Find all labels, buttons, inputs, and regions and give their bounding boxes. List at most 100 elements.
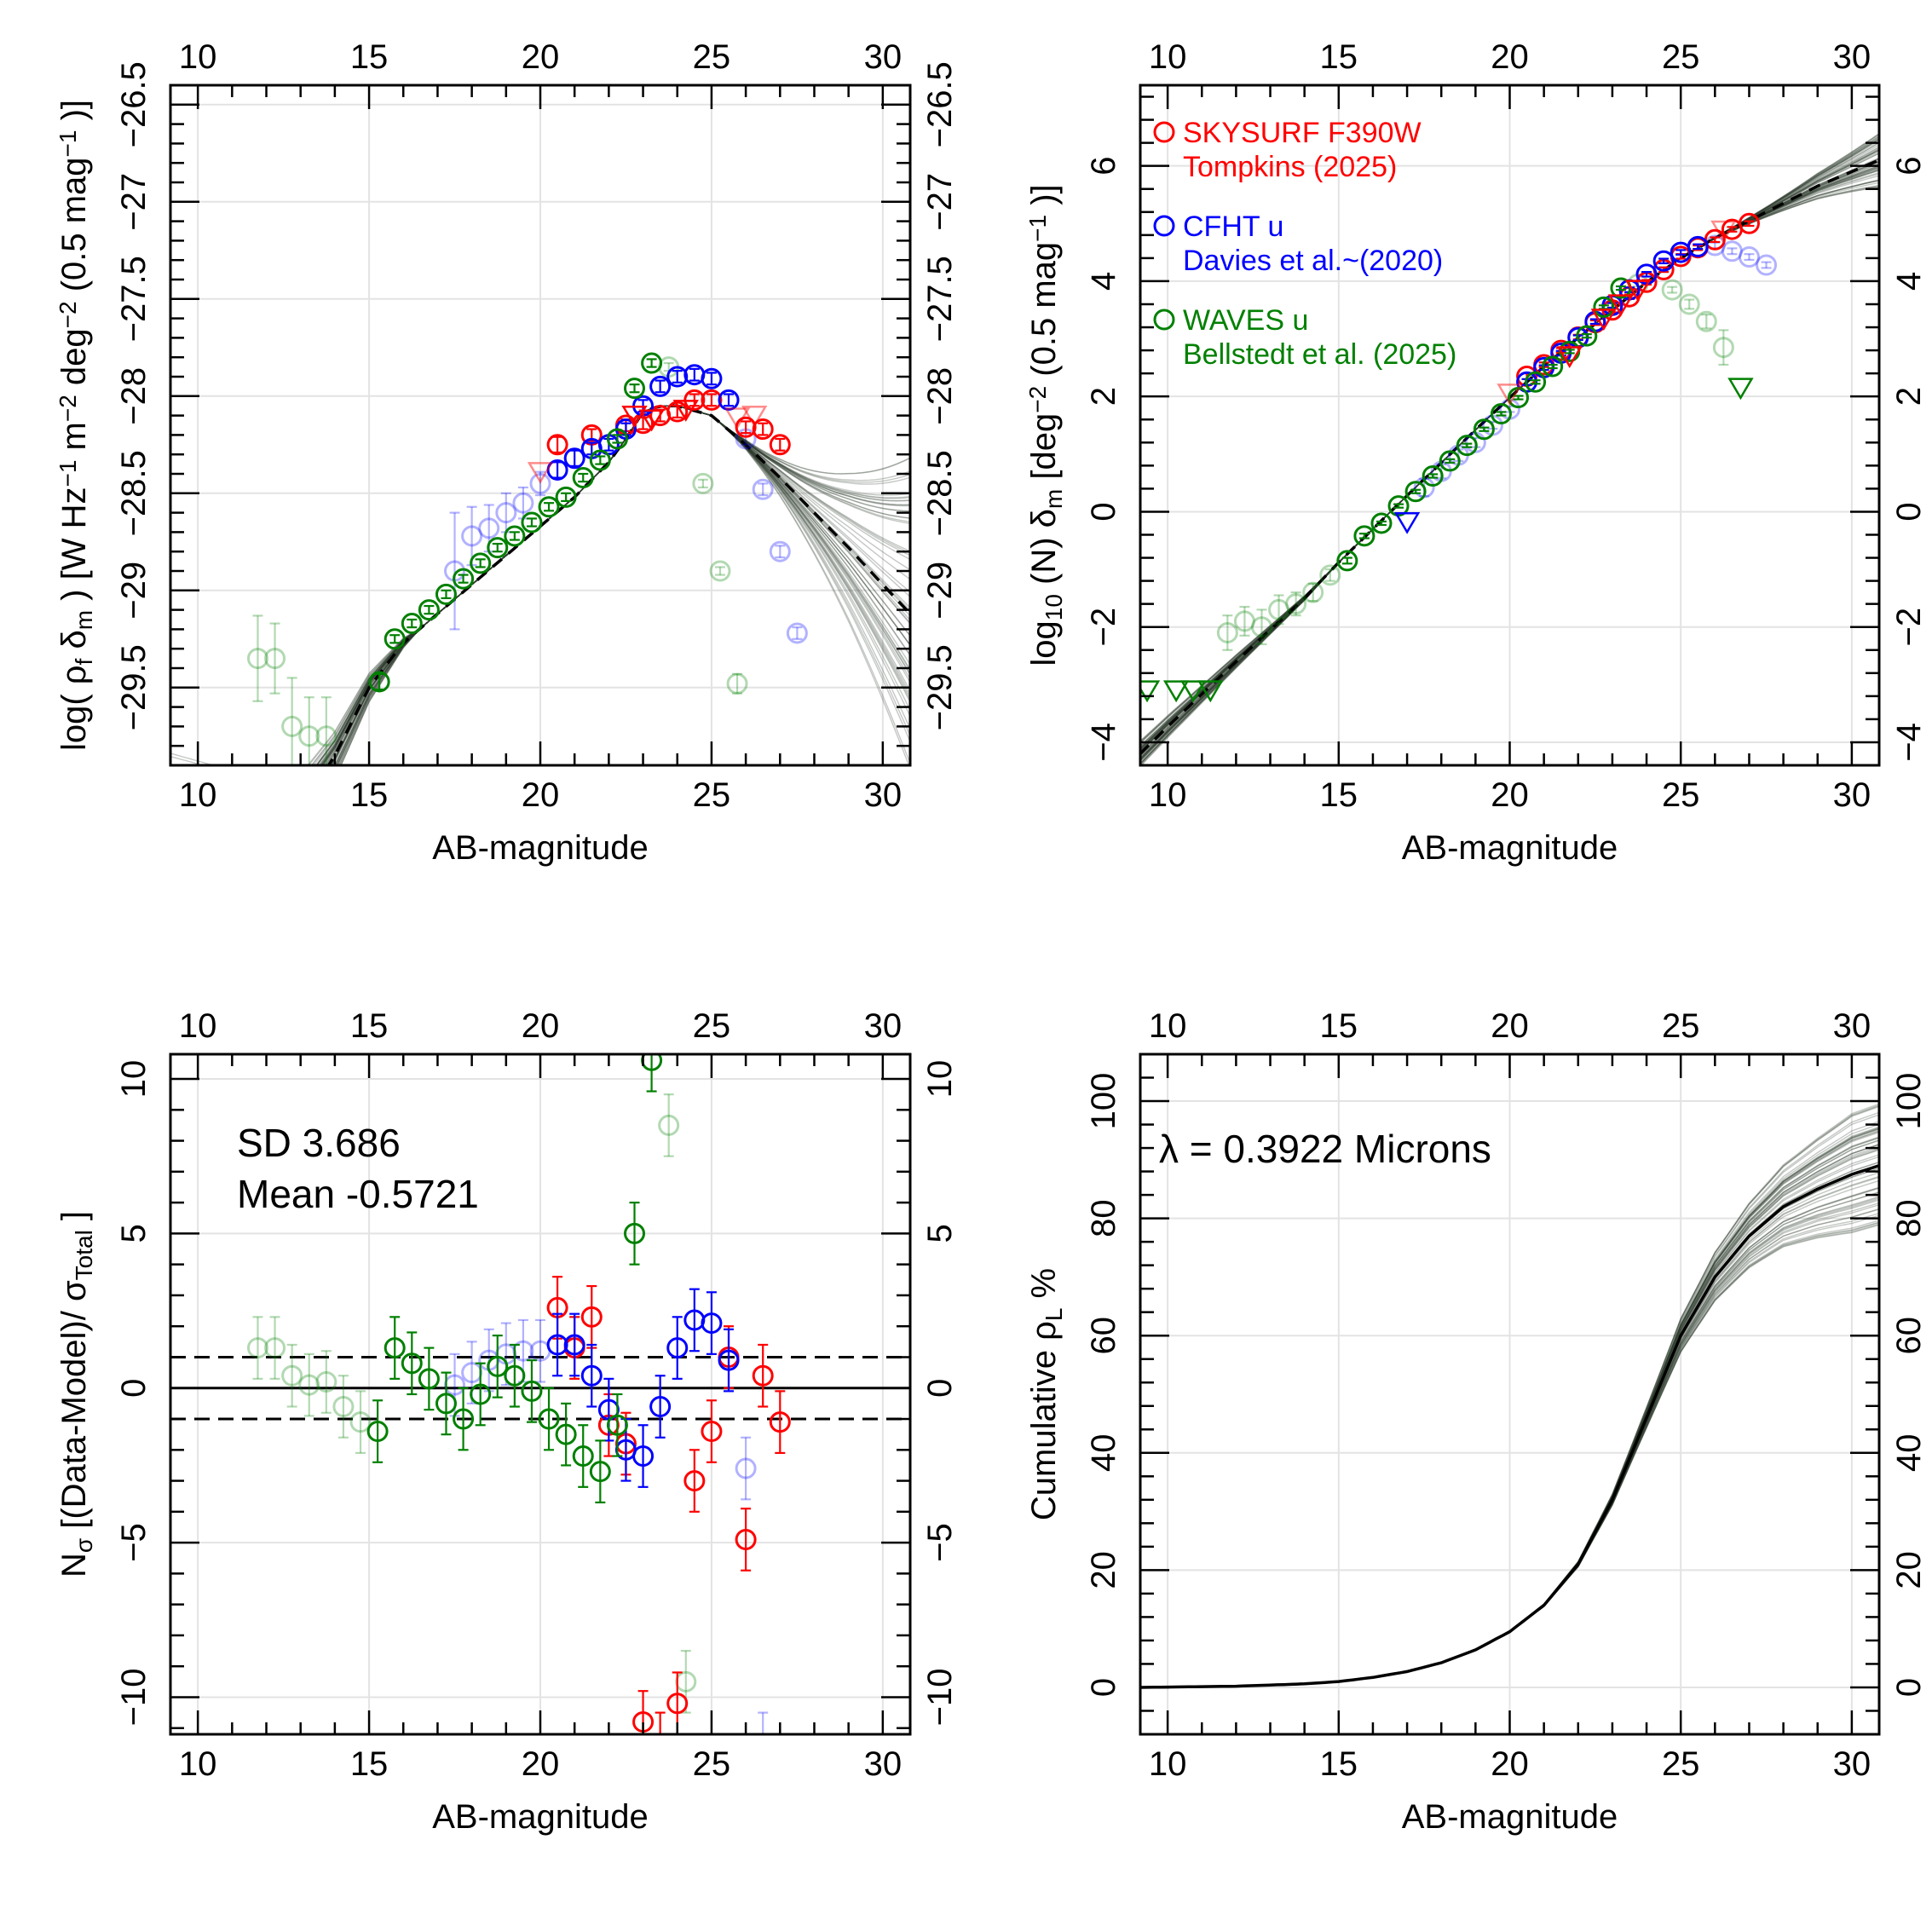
upper-limit-triangle xyxy=(1556,346,1583,369)
ticks xyxy=(1140,1053,1879,1736)
legend-label: WAVES u xyxy=(1183,304,1308,337)
x-tick-label-top: 15 xyxy=(1320,1007,1358,1045)
data-point xyxy=(1576,325,1598,347)
x-tick-label: 25 xyxy=(1662,1745,1700,1783)
data-point xyxy=(701,1399,723,1463)
x-tick-label-top: 20 xyxy=(522,1007,560,1045)
data-point xyxy=(546,1312,568,1377)
data-marker xyxy=(487,537,509,559)
upper-limit-triangle xyxy=(1393,511,1421,534)
data-marker xyxy=(453,1408,475,1430)
y-axis-title-superscript: −1 xyxy=(1024,215,1051,242)
faint-data-point xyxy=(758,1711,769,1734)
data-point xyxy=(401,1331,423,1396)
y-axis-title-part: δ xyxy=(55,630,93,658)
y-axis-title-subscript: σ xyxy=(71,1538,97,1553)
x-tick-label-top: 30 xyxy=(864,38,903,76)
faint-data-point xyxy=(281,677,303,765)
faint-data-point xyxy=(1302,581,1324,603)
data-point xyxy=(606,1393,628,1457)
x-tick-label: 30 xyxy=(864,776,903,814)
data-marker xyxy=(735,416,757,438)
ticks xyxy=(170,1054,910,1734)
faint-data-point xyxy=(444,511,466,631)
y-axis-title-part: )] xyxy=(1025,184,1063,215)
data-marker xyxy=(752,1364,774,1387)
y-tick-label: −29.5 xyxy=(115,644,153,730)
data-point xyxy=(580,1343,603,1408)
data-marker xyxy=(521,1380,543,1402)
x-tick-label: 15 xyxy=(350,776,389,814)
data-marker xyxy=(1336,550,1358,572)
data-marker xyxy=(555,486,577,508)
data-marker xyxy=(384,1337,406,1359)
data-marker xyxy=(1387,495,1410,517)
x-tick-label: 20 xyxy=(522,776,560,814)
x-tick-label: 30 xyxy=(1833,1745,1871,1783)
ticks xyxy=(1140,85,1879,767)
data-marker xyxy=(718,389,740,411)
data-marker xyxy=(649,1396,672,1418)
y-tick-label-right: 80 xyxy=(1890,1199,1928,1237)
faint-data-point xyxy=(461,505,483,567)
data-point xyxy=(368,671,390,693)
legend-label: CFHT u xyxy=(1183,211,1283,243)
data-point xyxy=(546,458,568,481)
faint-data-point xyxy=(298,1352,320,1417)
faint-data-point xyxy=(735,1436,757,1501)
data-point xyxy=(624,1202,646,1266)
data-marker xyxy=(332,1396,355,1418)
data-marker xyxy=(726,672,748,695)
data-point xyxy=(1652,250,1675,272)
data-marker xyxy=(752,478,774,500)
faint-data-point xyxy=(1216,614,1238,651)
data-marker xyxy=(1268,598,1290,620)
y-tick-label-right: −29 xyxy=(921,562,959,620)
annotation: Mean -0.5721 xyxy=(237,1172,479,1216)
data-marker xyxy=(470,552,492,574)
data-point xyxy=(666,1316,689,1380)
data-marker xyxy=(735,1457,757,1479)
data-marker xyxy=(401,1352,423,1375)
y-tick-label-right: −29.5 xyxy=(921,644,959,730)
data-point xyxy=(649,1375,672,1439)
data-marker xyxy=(709,560,731,582)
data-point xyxy=(384,1316,406,1380)
data-point xyxy=(701,1291,723,1355)
data-point xyxy=(1508,387,1530,409)
data-marker xyxy=(1695,310,1717,332)
upper-limit-triangle xyxy=(527,462,554,484)
data-marker xyxy=(538,1408,560,1430)
y-tick-label: 0 xyxy=(1085,1678,1122,1697)
data-marker xyxy=(555,1423,577,1445)
data-point xyxy=(1473,418,1495,441)
y-tick-label: 0 xyxy=(115,1379,153,1398)
data-marker xyxy=(1593,296,1615,318)
plot-area xyxy=(170,352,910,765)
y-axis-title: log10 (N) δm [deg−2 (0.5 mag−1 )] xyxy=(1024,184,1067,666)
data-marker xyxy=(1285,593,1307,615)
data-marker xyxy=(1216,621,1238,643)
upper-limit-triangle xyxy=(1197,680,1224,703)
faint-data-point xyxy=(786,622,808,644)
data-marker xyxy=(298,725,320,747)
data-marker xyxy=(1422,465,1444,487)
y-tick-label: 40 xyxy=(1085,1434,1122,1473)
data-marker xyxy=(495,502,517,524)
data-marker xyxy=(589,1461,611,1483)
y-axis-title-superscript: −2 xyxy=(1024,386,1051,413)
upper-limit-triangle xyxy=(638,409,665,432)
data-marker xyxy=(246,648,268,670)
data-point xyxy=(589,449,611,471)
data-marker xyxy=(1687,235,1709,257)
upper-limit-triangle xyxy=(1497,384,1523,406)
upper-limit-triangle xyxy=(1710,220,1737,243)
data-marker xyxy=(692,472,714,494)
y-axis-title-part: (N) δ xyxy=(1025,509,1063,594)
upper-limit-triangle xyxy=(621,405,648,428)
data-marker xyxy=(1439,450,1461,472)
data-point xyxy=(366,1399,389,1463)
data-marker xyxy=(1738,212,1760,234)
upper-limit-triangle xyxy=(724,407,751,430)
faint-data-point xyxy=(658,1093,680,1157)
